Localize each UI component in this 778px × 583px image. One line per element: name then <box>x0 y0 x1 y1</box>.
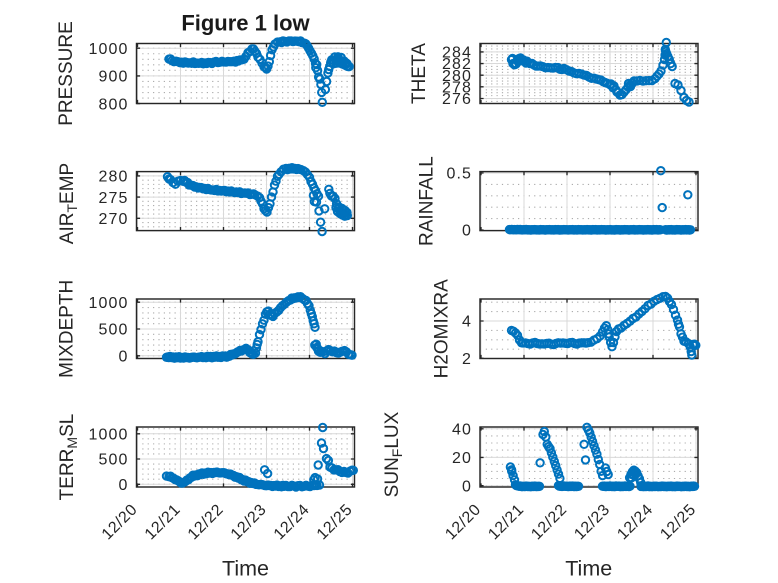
svg-text:Time: Time <box>565 557 612 581</box>
svg-text:4: 4 <box>462 314 472 331</box>
svg-text:20: 20 <box>452 450 472 467</box>
svg-text:270: 270 <box>99 211 129 228</box>
svg-text:1000: 1000 <box>89 41 129 58</box>
svg-text:2: 2 <box>462 351 472 368</box>
svg-text:THETA: THETA <box>409 43 430 104</box>
svg-text:1000: 1000 <box>89 295 129 312</box>
svg-text:PRESSURE: PRESSURE <box>56 21 77 126</box>
svg-text:284: 284 <box>442 45 472 62</box>
svg-text:900: 900 <box>99 69 129 86</box>
svg-text:278: 278 <box>442 80 472 97</box>
svg-text:800: 800 <box>99 96 129 113</box>
svg-text:SUNF​LUX: SUNF​LUX <box>382 411 405 497</box>
svg-text:500: 500 <box>99 452 129 469</box>
svg-text:H2OMIXRA: H2OMIXRA <box>432 279 453 379</box>
svg-text:MIXDEPTH: MIXDEPTH <box>57 280 78 378</box>
svg-text:RAINFALL: RAINFALL <box>417 156 438 246</box>
svg-text:280: 280 <box>99 169 129 186</box>
svg-text:275: 275 <box>99 190 129 207</box>
svg-text:0: 0 <box>119 477 129 494</box>
svg-text:0.5: 0.5 <box>446 166 472 183</box>
svg-text:0: 0 <box>462 223 472 240</box>
svg-text:500: 500 <box>99 322 129 339</box>
svg-text:0: 0 <box>462 478 472 495</box>
svg-text:0: 0 <box>119 349 129 366</box>
svg-text:282: 282 <box>442 56 472 73</box>
svg-text:280: 280 <box>442 68 472 85</box>
svg-text:Figure 1 low: Figure 1 low <box>181 11 310 36</box>
svg-text:TERRM​SL: TERRM​SL <box>57 414 80 501</box>
svg-text:1000: 1000 <box>89 427 129 444</box>
svg-text:276: 276 <box>442 91 472 108</box>
svg-text:Time: Time <box>222 557 269 581</box>
svg-text:40: 40 <box>452 422 472 439</box>
svg-text:AIRT​EMP: AIRT​EMP <box>57 163 80 244</box>
